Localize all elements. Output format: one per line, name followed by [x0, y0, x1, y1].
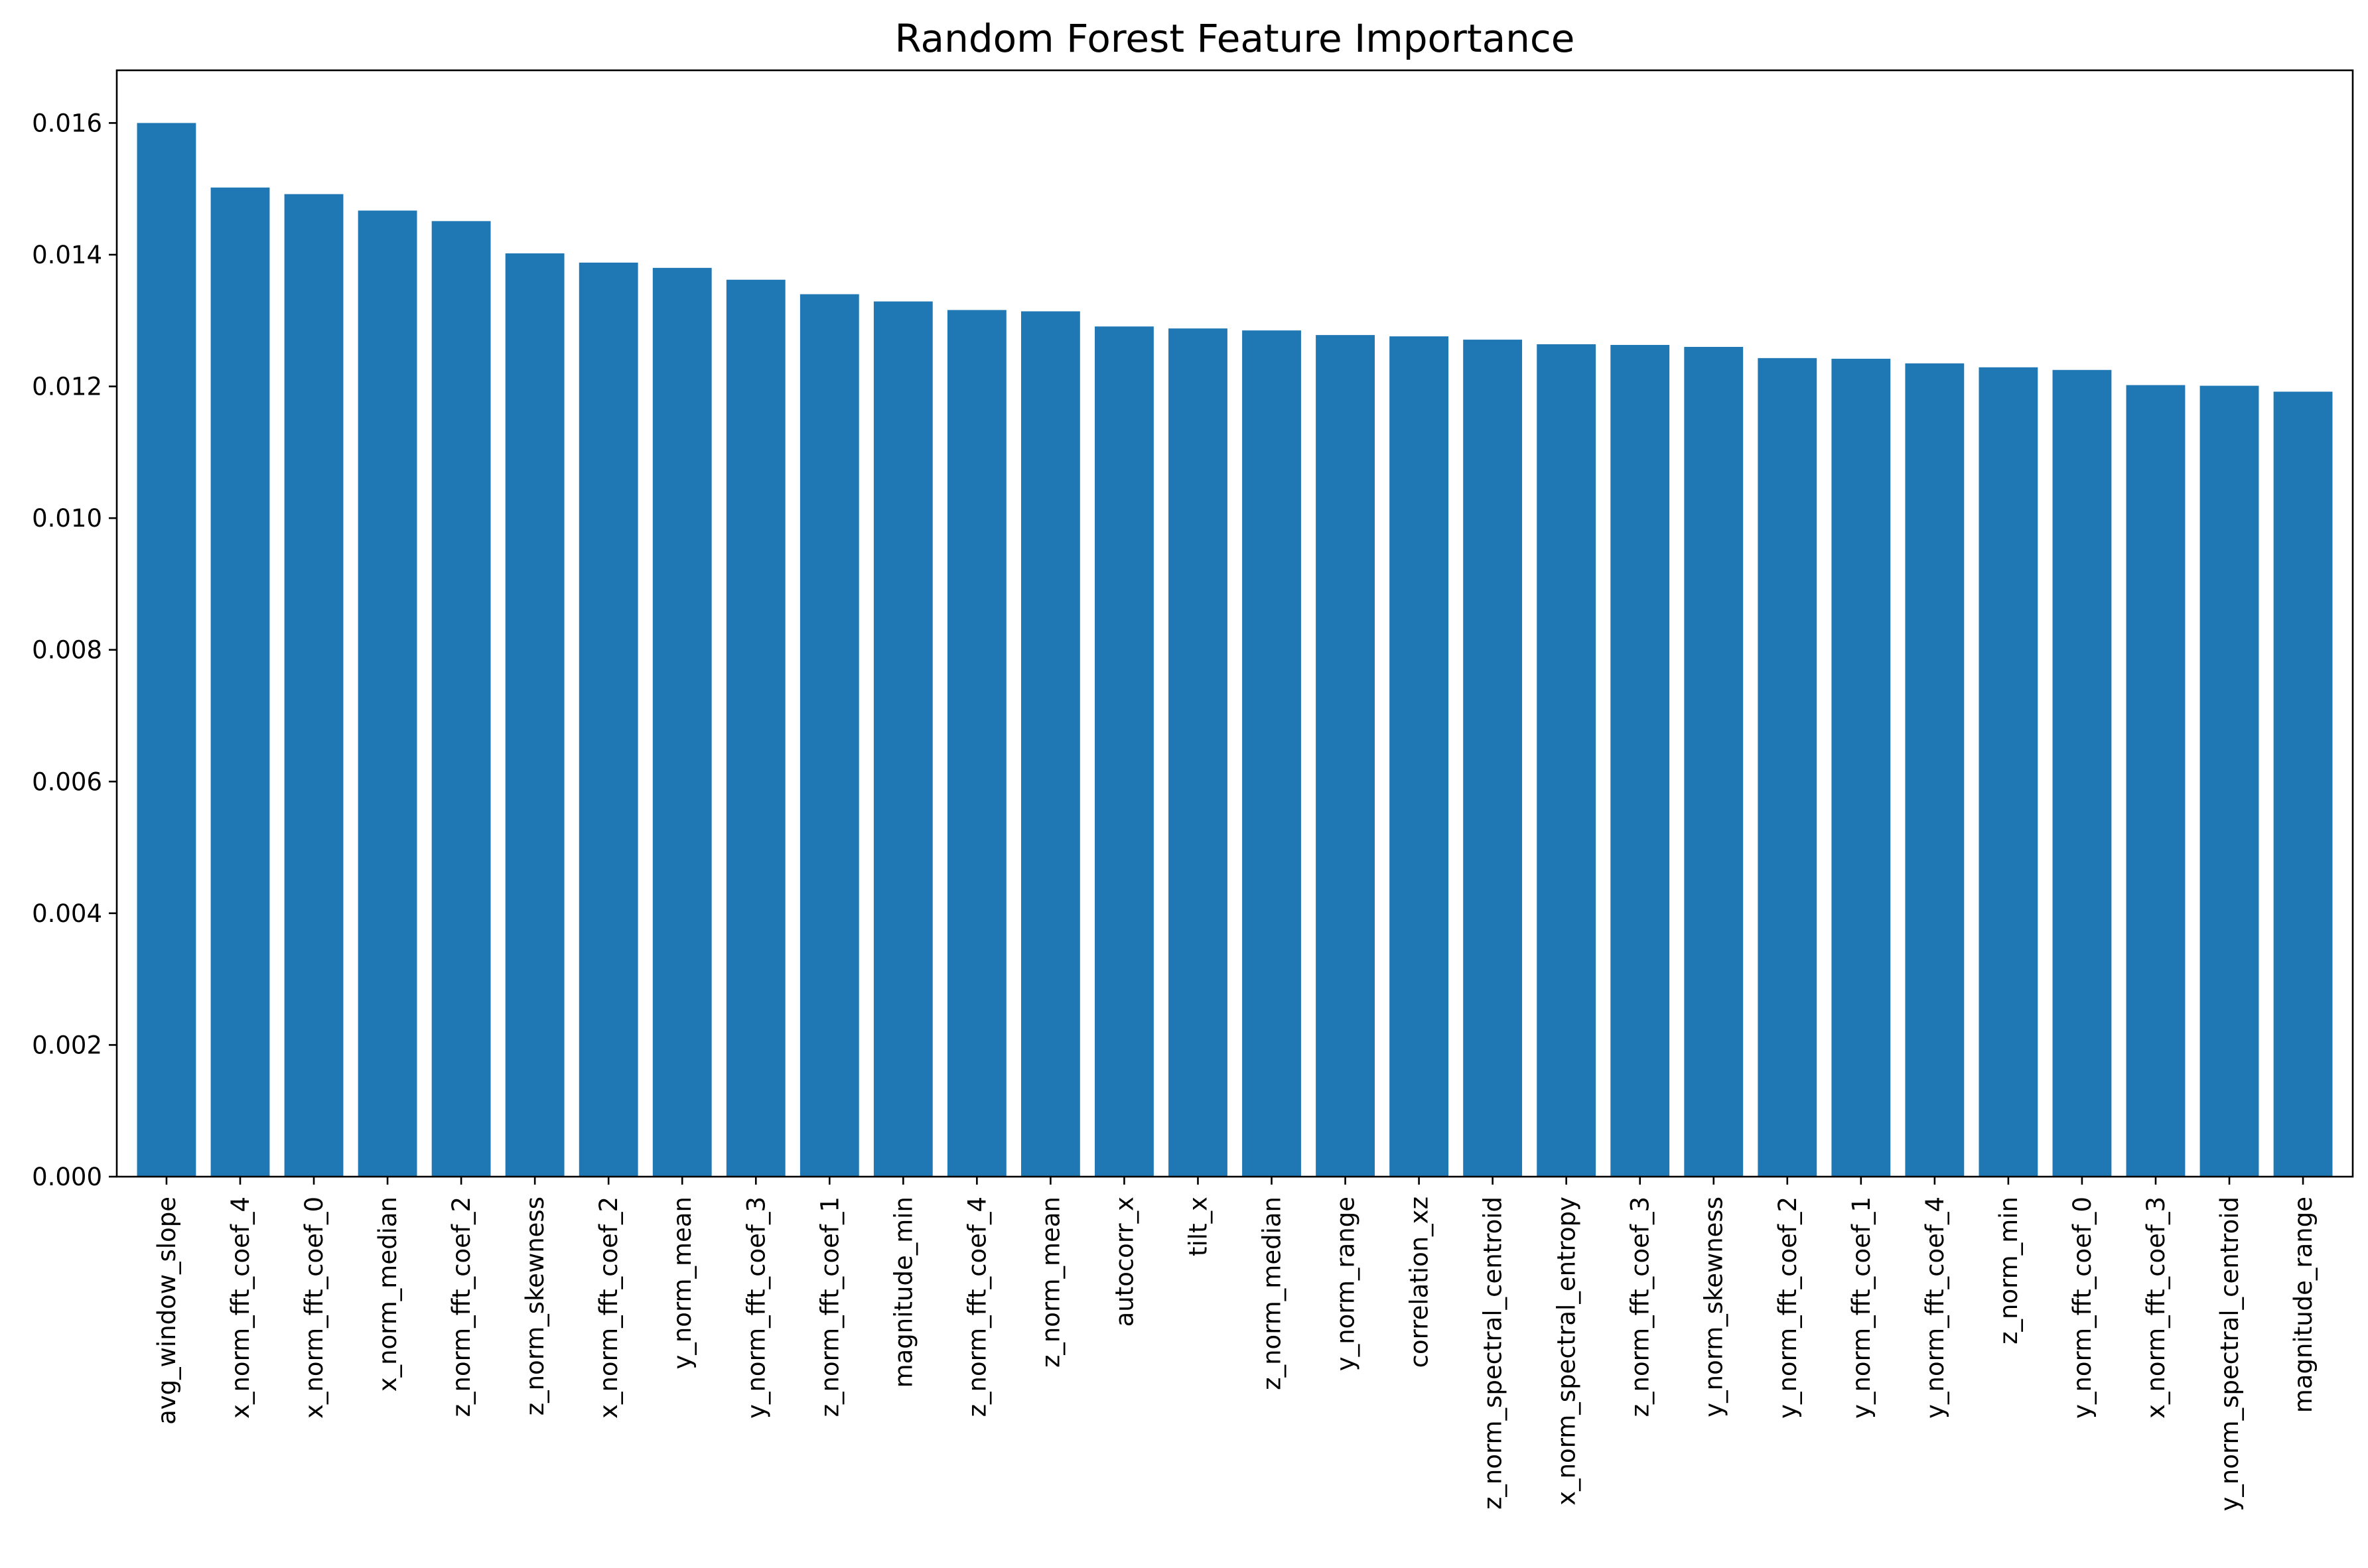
- x-tick-label: y_norm_fft_coef_4: [1921, 1197, 1949, 1419]
- bar-magnitude_min: [873, 301, 933, 1177]
- y-tick-label: 0.010: [32, 504, 102, 533]
- y-tick-label: 0.014: [32, 241, 102, 269]
- x-tick-label: x_norm_fft_coef_2: [594, 1197, 623, 1419]
- x-tick-label: y_norm_fft_coef_2: [1774, 1197, 1802, 1419]
- x-tick-label: z_norm_fft_coef_1: [815, 1197, 844, 1417]
- x-tick-label: x_norm_fft_coef_3: [2142, 1197, 2170, 1419]
- bar-z_norm_fft_coef_1: [800, 294, 859, 1177]
- x-tick-label: z_norm_mean: [1036, 1197, 1065, 1368]
- x-tick-label: x_norm_spectral_entropy: [1553, 1197, 1581, 1506]
- x-tick-label: correlation_xz: [1405, 1197, 1434, 1368]
- x-tick-label: z_norm_median: [1258, 1197, 1287, 1390]
- x-tick-label: z_norm_fft_coef_4: [963, 1197, 991, 1417]
- bar-y_norm_skewness: [1684, 347, 1744, 1177]
- bar-y_norm_fft_coef_0: [2052, 369, 2112, 1177]
- bar-y_norm_fft_coef_4: [1905, 363, 1965, 1177]
- bar-x_norm_median: [358, 210, 417, 1177]
- y-tick-label: 0.004: [32, 899, 102, 928]
- x-tick-label: y_norm_spectral_centroid: [2215, 1197, 2244, 1512]
- bar-y_norm_spectral_centroid: [2199, 385, 2259, 1177]
- bar-z_norm_median: [1242, 330, 1301, 1177]
- x-tick-label: x_norm_fft_coef_4: [226, 1197, 255, 1419]
- y-tick-label: 0.006: [32, 767, 102, 796]
- bar-z_norm_min: [1979, 367, 2038, 1177]
- x-tick-label: y_norm_skewness: [1700, 1197, 1728, 1417]
- x-axis: avg_window_slope x_norm_fft_coef_4 x_norm_…: [153, 1177, 2318, 1512]
- x-tick-label: y_norm_mean: [668, 1197, 697, 1370]
- x-tick-label: magnitude_min: [889, 1197, 918, 1388]
- x-tick-label: y_norm_fft_coef_1: [1847, 1197, 1876, 1419]
- bar-z_norm_fft_coef_3: [1610, 345, 1670, 1177]
- y-tick-label: 0.000: [32, 1163, 102, 1191]
- x-tick-label: magnitude_range: [2289, 1197, 2318, 1413]
- x-tick-label: z_norm_fft_coef_2: [447, 1197, 476, 1417]
- bar-x_norm_fft_coef_4: [210, 187, 270, 1177]
- y-tick-label: 0.012: [32, 373, 102, 401]
- bar-y_norm_range: [1316, 335, 1375, 1177]
- bar-y_norm_mean: [652, 267, 712, 1177]
- bar-y_norm_fft_coef_1: [1831, 358, 1891, 1177]
- plot-frame: [115, 69, 2354, 1178]
- bar-y_norm_fft_coef_3: [726, 279, 786, 1177]
- bar-z_norm_skewness: [505, 253, 565, 1177]
- bar-correlation_xz: [1389, 336, 1449, 1177]
- x-tick-label: x_norm_median: [374, 1197, 402, 1392]
- x-tick-label: y_norm_fft_coef_0: [2068, 1197, 2097, 1419]
- x-tick-label: z_norm_spectral_centroid: [1479, 1197, 1507, 1510]
- y-tick-label: 0.008: [32, 636, 102, 665]
- x-tick-label: avg_window_slope: [153, 1197, 181, 1425]
- bar-z_norm_spectral_centroid: [1463, 340, 1523, 1177]
- bar-autocorr_x: [1095, 326, 1154, 1177]
- bar-z_norm_fft_coef_4: [947, 310, 1007, 1177]
- x-tick-label: z_norm_fft_coef_3: [1626, 1197, 1655, 1417]
- y-axis: 0.000 0.002 0.004 0.006 0.008 0.010 0.012 0.014…: [32, 109, 117, 1191]
- bar-x_norm_fft_coef_0: [284, 194, 344, 1177]
- bar-avg_window_slope: [137, 123, 196, 1177]
- x-tick-label: autocorr_x: [1110, 1197, 1139, 1327]
- x-tick-label: z_norm_min: [1994, 1197, 2023, 1344]
- x-tick-label: z_norm_skewness: [521, 1197, 549, 1415]
- bar-y_norm_fft_coef_2: [1758, 358, 1817, 1177]
- y-tick-label: 0.002: [32, 1031, 102, 1059]
- x-tick-label: y_norm_fft_coef_3: [742, 1197, 770, 1419]
- bar-x_norm_fft_coef_3: [2126, 385, 2186, 1177]
- bar-magnitude_range: [2273, 391, 2333, 1177]
- bar-z_norm_fft_coef_2: [431, 221, 491, 1177]
- x-tick-label: tilt_x: [1184, 1197, 1212, 1256]
- y-tick-label: 0.016: [32, 109, 102, 137]
- x-tick-label: x_norm_fft_coef_0: [300, 1197, 328, 1419]
- bar-z_norm_mean: [1020, 311, 1080, 1177]
- chart-title: Random Forest Feature Importance: [895, 16, 1575, 61]
- bar-x_norm_fft_coef_2: [579, 262, 638, 1177]
- x-tick-label: y_norm_range: [1332, 1197, 1360, 1371]
- bars-layer: [137, 123, 2333, 1177]
- bar-tilt_x: [1168, 328, 1227, 1177]
- bar-x_norm_spectral_entropy: [1537, 344, 1596, 1177]
